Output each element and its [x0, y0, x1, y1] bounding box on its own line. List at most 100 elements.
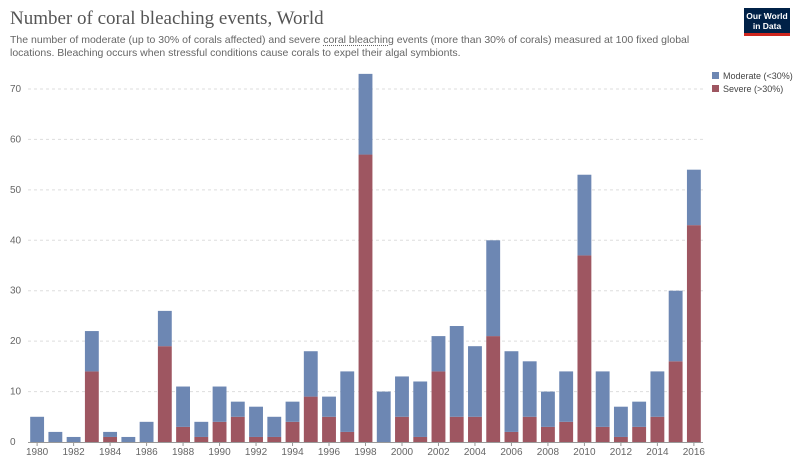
bar-moderate-1999[interactable]: [376, 391, 391, 442]
bar-moderate-2000[interactable]: [395, 376, 409, 417]
bar-severe-2007[interactable]: [522, 416, 537, 442]
bar-moderate-2012[interactable]: [613, 406, 628, 437]
bar-severe-1995[interactable]: [303, 396, 318, 442]
bar-severe-2001[interactable]: [413, 436, 428, 442]
bar-severe-2004[interactable]: [468, 416, 482, 442]
bar-severe-1991[interactable]: [230, 416, 245, 442]
bar-severe-1998[interactable]: [358, 154, 373, 443]
bar-moderate-2003[interactable]: [449, 326, 464, 417]
bar-moderate-2016[interactable]: [686, 169, 701, 226]
bar-severe-2000[interactable]: [395, 416, 409, 442]
legend-label-severe: Severe (>30%): [723, 83, 784, 94]
bar-moderate-1992[interactable]: [249, 406, 263, 437]
x-tick-label-1998: 1998: [354, 447, 377, 458]
bar-moderate-1995[interactable]: [303, 351, 318, 397]
bar-moderate-2010[interactable]: [577, 174, 592, 256]
x-tick-label-2006: 2006: [500, 447, 523, 458]
bar-moderate-1994[interactable]: [285, 401, 300, 422]
x-tick-label-2008: 2008: [537, 447, 560, 458]
bar-moderate-1986[interactable]: [139, 421, 154, 442]
bar-moderate-1988[interactable]: [176, 386, 190, 427]
bar-moderate-2002[interactable]: [431, 336, 446, 372]
bar-severe-1984[interactable]: [103, 436, 118, 442]
x-tick-label-2010: 2010: [573, 447, 596, 458]
bar-severe-2014[interactable]: [650, 416, 665, 442]
bar-moderate-1997[interactable]: [340, 371, 355, 432]
bar-moderate-2005[interactable]: [486, 240, 501, 337]
bar-moderate-2007[interactable]: [522, 361, 537, 417]
bar-moderate-1991[interactable]: [230, 401, 245, 417]
x-tick-label-1980: 1980: [26, 447, 49, 458]
x-tick-label-1988: 1988: [172, 447, 195, 458]
bar-moderate-2001[interactable]: [413, 381, 428, 437]
chart-subtitle: The number of moderate (up to 30% of cor…: [10, 34, 710, 60]
bar-moderate-1985[interactable]: [121, 436, 136, 442]
legend-item-moderate[interactable]: Moderate (<30%): [712, 69, 793, 82]
bar-severe-2011[interactable]: [595, 426, 610, 442]
bar-severe-2005[interactable]: [486, 336, 501, 442]
bar-moderate-1984[interactable]: [103, 431, 118, 437]
bar-severe-1987[interactable]: [157, 346, 172, 442]
bar-moderate-2006[interactable]: [504, 351, 519, 432]
bar-moderate-2011[interactable]: [595, 371, 610, 427]
bar-severe-1989[interactable]: [194, 436, 209, 442]
bar-moderate-1990[interactable]: [212, 386, 227, 422]
bar-severe-1993[interactable]: [267, 436, 282, 442]
bar-severe-2008[interactable]: [541, 426, 555, 442]
y-tick-label-40: 40: [10, 235, 22, 246]
y-tick-label-50: 50: [10, 185, 22, 196]
bar-moderate-1981[interactable]: [48, 431, 63, 442]
bar-severe-2016[interactable]: [686, 225, 701, 442]
y-tick-label-0: 0: [10, 437, 16, 448]
bar-severe-1994[interactable]: [285, 421, 300, 442]
bar-moderate-1982[interactable]: [66, 436, 81, 442]
logo-line-2: in Data: [752, 20, 782, 31]
bar-severe-1988[interactable]: [176, 426, 190, 442]
bar-severe-1983[interactable]: [84, 371, 99, 442]
bar-moderate-1989[interactable]: [194, 421, 209, 437]
x-tick-label-2000: 2000: [391, 447, 414, 458]
y-tick-label-70: 70: [10, 84, 22, 95]
bar-severe-2009[interactable]: [559, 421, 574, 442]
x-tick-label-2002: 2002: [427, 447, 450, 458]
x-tick-label-1994: 1994: [281, 447, 304, 458]
bar-severe-2013[interactable]: [632, 426, 647, 442]
bar-moderate-2015[interactable]: [668, 290, 683, 362]
legend-label-moderate: Moderate (<30%): [723, 70, 793, 81]
bar-moderate-1980[interactable]: [30, 416, 45, 442]
bar-moderate-1993[interactable]: [267, 416, 282, 437]
y-tick-label-60: 60: [10, 134, 22, 145]
legend: Moderate (<30%) Severe (>30%): [712, 69, 793, 95]
bar-severe-1990[interactable]: [212, 421, 227, 442]
bar-moderate-2009[interactable]: [559, 371, 574, 422]
bar-severe-1997[interactable]: [340, 431, 355, 442]
bar-moderate-1987[interactable]: [157, 310, 172, 347]
y-tick-label-30: 30: [10, 286, 22, 297]
bar-severe-1996[interactable]: [322, 416, 336, 442]
bar-severe-2012[interactable]: [613, 436, 628, 442]
our-world-in-data-logo[interactable]: Our World in Data: [744, 8, 790, 36]
subtitle-text-continued: events (more than 30% of corals) measure…: [10, 34, 690, 59]
bar-moderate-2004[interactable]: [468, 346, 482, 417]
bar-moderate-1983[interactable]: [84, 331, 99, 372]
bar-severe-1992[interactable]: [249, 436, 263, 442]
bar-severe-2006[interactable]: [504, 431, 519, 442]
logo-line-1: Our World: [746, 11, 788, 21]
bar-severe-2002[interactable]: [431, 371, 446, 442]
legend-item-severe[interactable]: Severe (>30%): [712, 82, 793, 95]
x-tick-label-1992: 1992: [245, 447, 268, 458]
legend-swatch-moderate: [712, 72, 719, 79]
bar-moderate-1996[interactable]: [322, 396, 336, 417]
bar-severe-2015[interactable]: [668, 361, 683, 442]
bar-moderate-2008[interactable]: [541, 391, 555, 427]
x-tick-label-1984: 1984: [99, 447, 122, 458]
coral-bleaching-link[interactable]: coral bleaching: [323, 34, 394, 46]
bar-severe-2010[interactable]: [577, 255, 592, 442]
x-tick-label-1996: 1996: [318, 447, 341, 458]
subtitle-text: The number of moderate (up to 30% of cor…: [10, 34, 324, 46]
bar-moderate-1998[interactable]: [358, 73, 373, 155]
bar-moderate-2014[interactable]: [650, 371, 665, 417]
bar-moderate-2013[interactable]: [632, 401, 647, 427]
bar-severe-2003[interactable]: [449, 416, 464, 442]
